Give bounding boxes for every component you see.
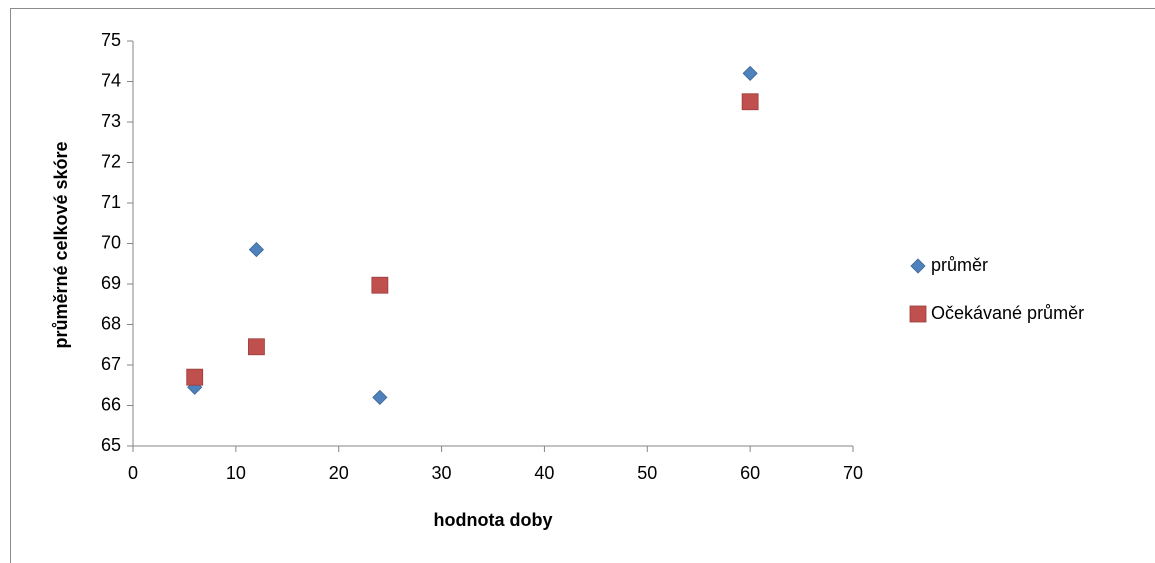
point <box>248 338 265 356</box>
y-tick-label: 75 <box>101 30 121 50</box>
legend-label: průměr <box>931 255 988 275</box>
y-tick-label: 69 <box>101 273 121 293</box>
y-tick-label: 70 <box>101 232 121 252</box>
y-tick-label: 71 <box>101 192 121 212</box>
y-tick-label: 68 <box>101 313 121 333</box>
x-tick-label: 70 <box>843 463 863 483</box>
point <box>742 65 758 81</box>
x-tick-label: 30 <box>432 463 452 483</box>
y-axis-title: průměrné celkové skóre <box>51 141 71 348</box>
point <box>186 368 204 386</box>
y-tick-label: 73 <box>101 111 121 131</box>
y-tick-label: 65 <box>101 435 121 455</box>
x-tick-label: 60 <box>740 463 760 483</box>
x-tick-label: 0 <box>128 463 138 483</box>
point <box>741 93 759 111</box>
x-tick-label: 50 <box>637 463 657 483</box>
point <box>372 389 388 405</box>
y-tick-label: 72 <box>101 151 121 171</box>
x-tick-label: 20 <box>329 463 349 483</box>
legend-swatch <box>909 305 927 323</box>
point <box>371 276 389 294</box>
x-axis-title: hodnota doby <box>434 510 553 530</box>
y-tick-label: 74 <box>101 70 121 90</box>
legend-label: Očekávané průměr <box>931 303 1084 323</box>
y-tick-label: 67 <box>101 354 121 374</box>
x-tick-label: 10 <box>226 463 246 483</box>
legend-swatch <box>910 258 926 274</box>
point <box>248 242 264 258</box>
x-tick-label: 40 <box>534 463 554 483</box>
chart-border <box>10 8 1155 563</box>
y-tick-label: 66 <box>101 394 121 414</box>
